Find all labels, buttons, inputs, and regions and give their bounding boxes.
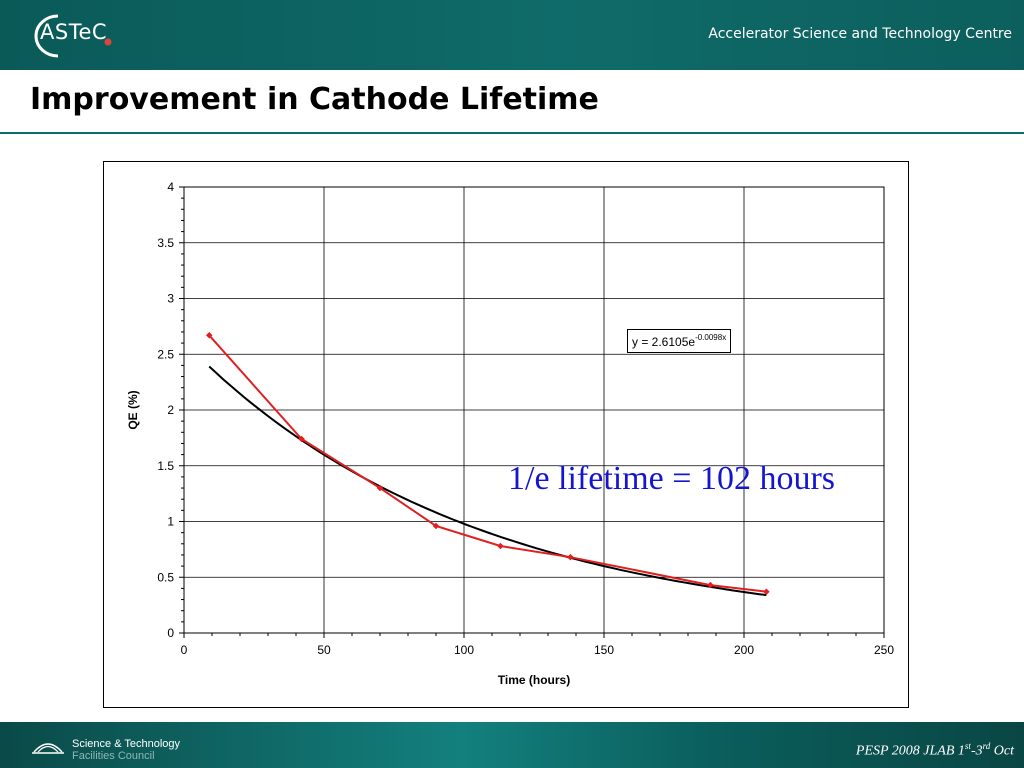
header-banner: ASTeC Accelerator Science and Technology… xyxy=(0,0,1024,70)
logo-text: ASTeC xyxy=(40,20,108,44)
conference-sup-first: st xyxy=(964,741,971,751)
qe-data-point xyxy=(763,588,770,596)
y-tick-label: 3.5 xyxy=(157,236,174,250)
y-tick-label: 0.5 xyxy=(157,570,174,584)
y-tick-label: 1 xyxy=(167,515,174,529)
x-axis-title: Time (hours) xyxy=(498,673,570,687)
chart-frame: 0 0.5 1 1.5 2 2.5 3 3.5 4 0 50 100 150 200 250 Time (ho… xyxy=(103,161,909,708)
organization-name: Accelerator Science and Technology Centr… xyxy=(708,26,1012,42)
conference-label: PESP 2008 JLAB 1st-3rd Oct xyxy=(856,741,1014,760)
conference-prefix: PESP 2008 JLAB 1 xyxy=(855,743,965,759)
qe-data-point xyxy=(707,581,714,589)
slide-title: Improvement in Cathode Lifetime xyxy=(30,82,599,117)
x-tick-label: 50 xyxy=(317,643,331,657)
qe-data-point xyxy=(376,484,384,492)
title-divider xyxy=(0,132,1024,134)
conference-suffix: Oct xyxy=(990,743,1014,759)
stfc-logo-icon xyxy=(32,743,64,754)
stfc-name-line2: Facilities Council xyxy=(72,750,155,762)
conference-sup-second: rd xyxy=(982,741,991,751)
x-tick-label: 100 xyxy=(454,643,474,657)
qe-lifetime-chart: 0 0.5 1 1.5 2 2.5 3 3.5 4 0 50 100 150 200 250 Time (ho… xyxy=(126,180,894,687)
y-tick-label: 4 xyxy=(167,180,174,194)
y-tick-label: 3 xyxy=(167,292,174,306)
trendline-equation: y = 2.6105e-0.0098x xyxy=(627,329,732,353)
astec-logo-icon xyxy=(34,14,112,58)
qe-data-point xyxy=(205,331,213,339)
x-tick-label: 250 xyxy=(874,643,894,657)
y-tick-label: 1.5 xyxy=(157,459,174,473)
stfc-name: Science & Technology Facilities Council xyxy=(72,738,180,762)
qe-series-line xyxy=(208,334,767,593)
y-tick-label: 2 xyxy=(167,403,174,417)
y-tick-label: 2.5 xyxy=(157,347,174,361)
conference-mid: -3 xyxy=(970,743,983,759)
equation-text: y = 2.6105e xyxy=(632,335,696,349)
qe-data-point xyxy=(432,522,440,530)
x-tick-label: 0 xyxy=(181,643,188,657)
y-tick-label: 0 xyxy=(167,626,174,640)
footer-banner: Science & Technology Facilities Council … xyxy=(0,722,1024,768)
qe-data-point xyxy=(298,435,305,443)
y-axis-title: QE (%) xyxy=(126,390,140,429)
qe-data-point xyxy=(567,553,574,561)
equation-exponent: -0.0098x xyxy=(695,333,727,342)
qe-data-point xyxy=(497,542,504,550)
x-tick-label: 150 xyxy=(594,643,614,657)
stfc-name-line1: Science & Technology xyxy=(72,738,181,750)
x-tick-label: 200 xyxy=(734,643,754,657)
lifetime-annotation: 1/e lifetime = 102 hours xyxy=(508,460,836,497)
